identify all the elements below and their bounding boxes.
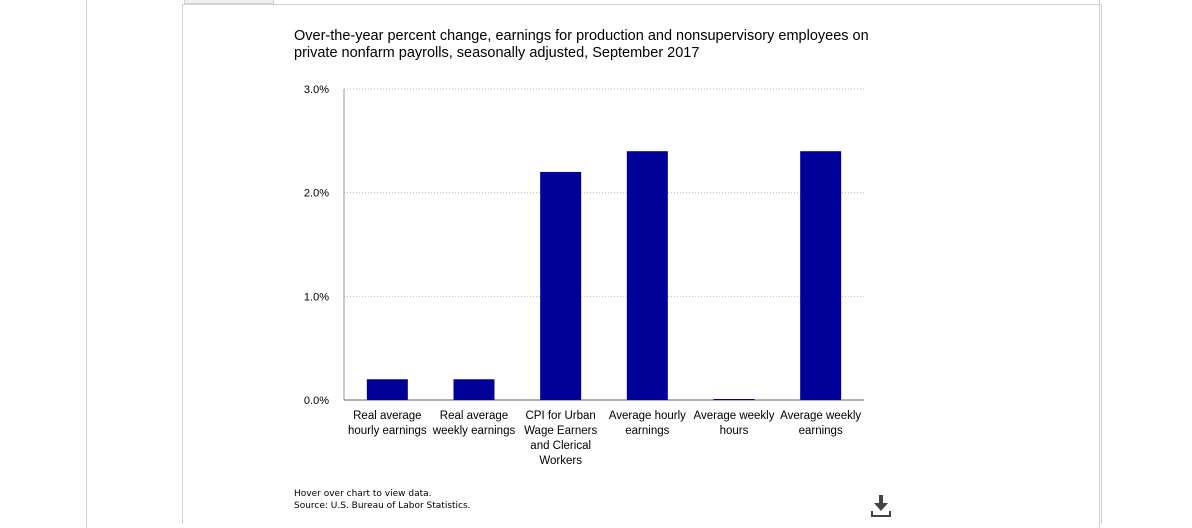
bar bbox=[800, 151, 842, 400]
download-icon bbox=[871, 495, 891, 517]
x-tick-label: Average hourly earnings bbox=[609, 410, 686, 437]
chart-panel bbox=[182, 4, 1102, 524]
y-tick-label: 1.0% bbox=[304, 291, 329, 303]
x-tick-label: Average weekly earnings bbox=[780, 410, 861, 437]
chart-title: Over-the-year percent change, earnings f… bbox=[294, 28, 869, 61]
bar bbox=[453, 379, 495, 400]
bar bbox=[626, 151, 668, 400]
y-tick-label: 2.0% bbox=[304, 188, 329, 200]
download-button[interactable] bbox=[868, 493, 894, 519]
x-tick-label: Average weekly hours bbox=[694, 410, 775, 437]
y-tick-label: 0.0% bbox=[304, 395, 329, 407]
bar bbox=[366, 379, 408, 400]
bar bbox=[540, 171, 582, 400]
hover-hint: Hover over chart to view data. bbox=[294, 489, 432, 499]
x-tick-label: Real average hourly earnings bbox=[348, 410, 427, 437]
y-tick-label: 3.0% bbox=[304, 84, 329, 96]
tab-stub[interactable] bbox=[184, 0, 274, 4]
x-tick-label: CPI for Urban Wage Earners and Clerical Wor… bbox=[524, 410, 597, 467]
source-note: Source: U.S. Bureau of Labor Statistics. bbox=[294, 501, 471, 511]
x-tick-label: Real average weekly earnings bbox=[432, 410, 516, 437]
page-frame bbox=[86, 0, 1100, 528]
bar bbox=[713, 399, 755, 400]
